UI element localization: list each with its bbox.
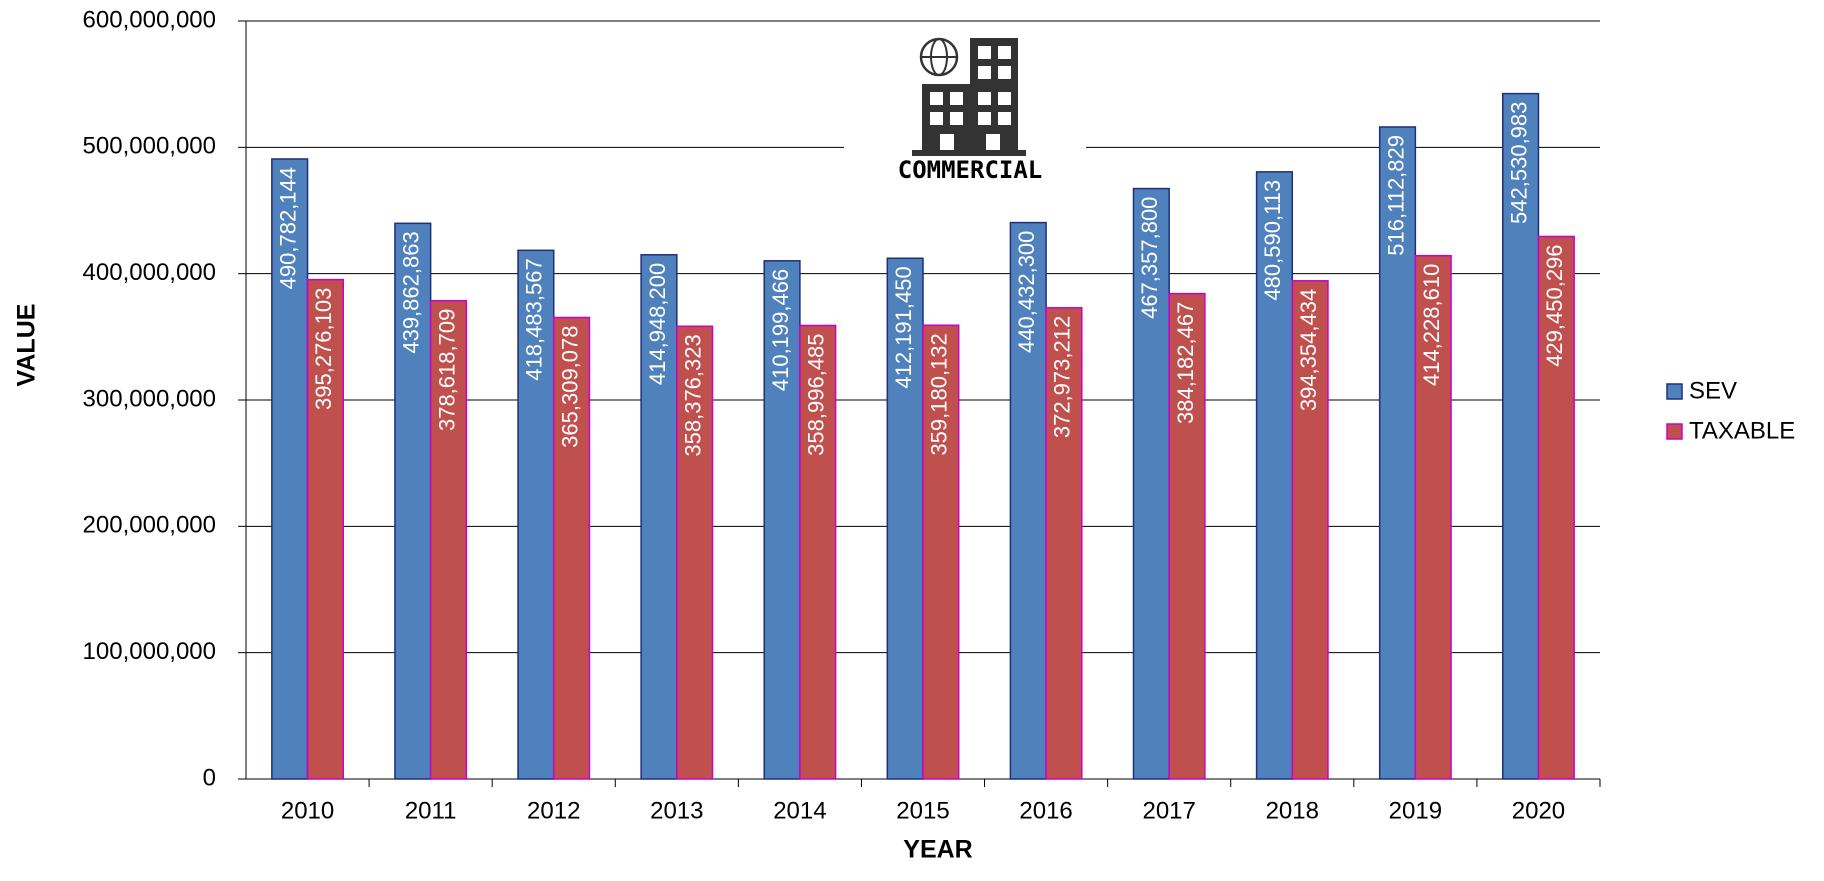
window: [950, 112, 963, 125]
data-label: 358,376,323: [680, 334, 705, 456]
data-label: 490,782,144: [276, 167, 301, 289]
bar: [306, 278, 344, 780]
bar: [1045, 307, 1083, 780]
window: [978, 46, 991, 59]
bar: [552, 316, 591, 780]
data-label: 440,432,300: [1014, 231, 1039, 353]
data-label: 480,590,113: [1260, 180, 1285, 301]
data-label: 542,530,983: [1506, 102, 1531, 224]
data-label: 384,182,467: [1173, 302, 1198, 424]
data-label: 365,309,078: [557, 325, 582, 447]
data-label: 418,483,567: [522, 258, 547, 380]
data-label: 414,948,200: [645, 263, 670, 385]
bar: [799, 324, 837, 780]
x-tick-label: 2010: [281, 797, 334, 824]
legend-swatch: [1666, 423, 1683, 440]
data-label: 394,354,434: [1296, 289, 1321, 411]
legend-label: SEV: [1689, 377, 1737, 404]
x-tick-label: 2016: [1019, 797, 1072, 824]
bar: [676, 325, 714, 780]
data-label: 378,618,709: [434, 309, 459, 431]
bar: [1414, 254, 1452, 780]
data-label: 410,199,466: [768, 269, 793, 391]
data-label: 412,191,450: [891, 266, 916, 388]
window: [998, 66, 1011, 79]
y-tick-label: 100,000,000: [83, 638, 216, 665]
x-tick-label: 2018: [1266, 797, 1319, 824]
bar: [1537, 235, 1575, 780]
commercial-icon: COMMERCIAL: [844, 28, 1086, 186]
y-tick-label: 200,000,000: [83, 512, 216, 539]
data-label: 429,450,296: [1542, 244, 1567, 366]
x-tick-label: 2013: [650, 797, 703, 824]
window: [978, 112, 991, 125]
x-tick-label: 2014: [773, 797, 826, 824]
bar: [1291, 280, 1329, 780]
legend-swatch: [1666, 383, 1683, 400]
bar: [922, 324, 960, 780]
legend-label: TAXABLE: [1689, 417, 1795, 444]
window: [998, 46, 1011, 59]
building-base: [912, 150, 1026, 156]
data-label: 359,180,132: [927, 333, 952, 455]
bar: [1378, 126, 1417, 780]
data-label: 467,357,800: [1137, 197, 1162, 319]
window: [930, 112, 943, 125]
bar: [517, 249, 555, 780]
bar: [1168, 292, 1206, 780]
data-label: 372,973,212: [1050, 316, 1075, 438]
window: [978, 66, 991, 79]
x-tick-label: 2011: [405, 797, 457, 824]
bar: [429, 299, 468, 780]
x-tick-label: 2012: [527, 797, 580, 824]
door: [940, 134, 954, 150]
bar: [271, 158, 309, 780]
y-tick-label: 400,000,000: [83, 259, 216, 286]
y-axis-label: VALUE: [13, 304, 41, 387]
x-tick-label: 2019: [1389, 797, 1442, 824]
data-label: 414,228,610: [1419, 264, 1444, 386]
window: [930, 92, 943, 105]
window: [978, 92, 991, 105]
window: [998, 112, 1011, 125]
bar: [763, 260, 801, 780]
bar: [1502, 92, 1540, 780]
y-tick-label: 300,000,000: [83, 385, 216, 412]
x-axis-label: YEAR: [903, 836, 972, 864]
window: [998, 92, 1011, 105]
x-tick-label: 2017: [1142, 797, 1195, 824]
y-tick-label: 500,000,000: [83, 133, 216, 160]
window: [950, 92, 963, 105]
data-label: 516,112,829: [1383, 135, 1408, 256]
x-tick-label: 2015: [896, 797, 949, 824]
annotation: COMMERCIAL: [898, 156, 1043, 184]
y-tick-label: 0: [203, 764, 216, 791]
door: [986, 134, 1000, 150]
bar: [1255, 171, 1294, 780]
data-label: 358,996,485: [804, 333, 829, 455]
bar: [1009, 221, 1047, 780]
data-label: 439,862,863: [399, 231, 424, 353]
data-label: 395,276,103: [311, 288, 336, 410]
y-tick-label: 600,000,000: [83, 6, 216, 33]
x-tick-label: 2020: [1512, 797, 1565, 824]
